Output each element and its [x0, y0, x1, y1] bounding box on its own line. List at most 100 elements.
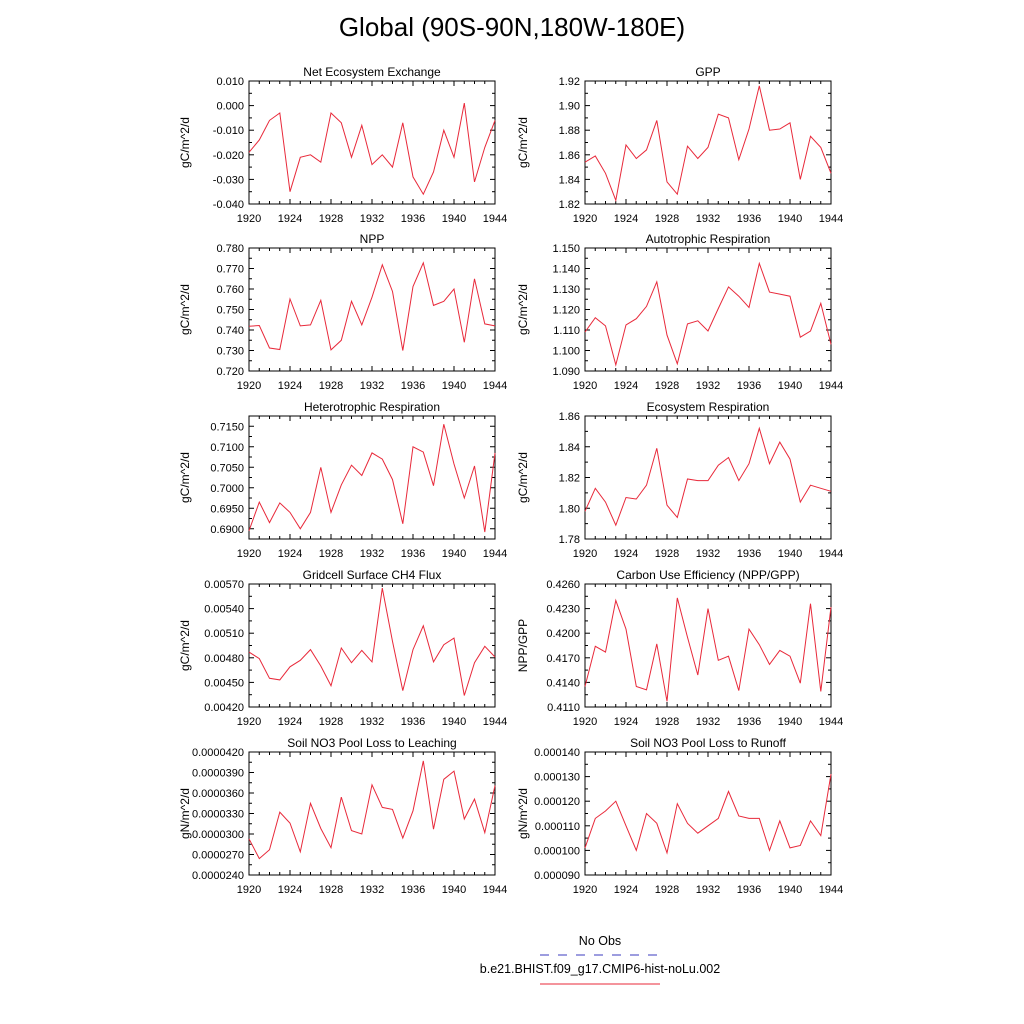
x-tick-label: 1932: [360, 380, 384, 392]
y-tick-label: 0.740: [216, 325, 244, 337]
x-tick-label: 1936: [401, 213, 425, 225]
x-tick-label: 1932: [696, 548, 720, 560]
x-tick-label: 1920: [573, 548, 597, 560]
y-axis-label: gC/m^2/d: [178, 284, 192, 335]
plot-frame: [584, 583, 832, 708]
x-tick-label: 1940: [442, 884, 466, 896]
x-tick-label: 1924: [278, 548, 302, 560]
y-tick-label: 1.82: [559, 199, 580, 211]
series-line-1: [584, 774, 832, 855]
x-tick-label: 1944: [819, 884, 843, 896]
y-tick-label: 0.00540: [204, 604, 244, 616]
y-tick-label: 0.000120: [534, 796, 580, 808]
x-tick-label: 1936: [401, 884, 425, 896]
y-tick-label: 1.78: [559, 534, 580, 546]
y-tick-label: 1.140: [552, 264, 580, 276]
y-tick-label: 1.90: [559, 101, 580, 113]
x-tick-label: 1920: [573, 716, 597, 728]
chart-panel-8: Carbon Use Efficiency (NPP/GPP) 1920 1924 1…: [516, 568, 843, 728]
y-tick-label: 0.730: [216, 346, 244, 358]
y-tick-label: 1.82: [559, 473, 580, 485]
y-tick-label: 0.4200: [546, 628, 580, 640]
y-tick-label: 1.84: [559, 174, 580, 186]
y-tick-label: 0.000100: [534, 845, 580, 857]
y-tick-label: 0.7000: [210, 483, 244, 495]
y-tick-label: 0.4230: [546, 604, 580, 616]
x-tick-label: 1920: [237, 380, 261, 392]
series-line-1: [248, 424, 496, 533]
x-tick-label: 1924: [614, 213, 638, 225]
x-tick-label: 1932: [360, 548, 384, 560]
y-tick-label: 1.130: [552, 284, 580, 296]
y-tick-label: 0.4140: [546, 677, 580, 689]
series-line-1: [584, 426, 832, 527]
x-tick-label: 1932: [360, 213, 384, 225]
y-tick-label: 0.000110: [535, 821, 580, 833]
x-tick-label: 1928: [655, 213, 679, 225]
plot-frame: [584, 751, 832, 876]
x-tick-label: 1940: [442, 380, 466, 392]
x-tick-label: 1920: [573, 884, 597, 896]
y-tick-label: 0.00570: [204, 579, 244, 591]
y-tick-label: 0.6950: [210, 503, 244, 515]
x-tick-label: 1920: [573, 213, 597, 225]
x-tick-label: 1936: [401, 716, 425, 728]
plot-frame: [248, 583, 496, 708]
y-tick-label: 0.6900: [210, 524, 244, 536]
x-tick-label: 1940: [442, 213, 466, 225]
y-tick-label: 0.4170: [546, 653, 580, 665]
y-tick-label: 1.84: [559, 442, 580, 454]
y-tick-label: 1.110: [553, 325, 580, 337]
x-tick-label: 1940: [778, 716, 802, 728]
x-tick-label: 1924: [278, 213, 302, 225]
y-tick-label: 1.100: [552, 346, 580, 358]
plot-frame: [248, 751, 496, 876]
x-tick-label: 1928: [319, 716, 343, 728]
y-tick-label: 0.7100: [210, 442, 244, 454]
x-tick-label: 1928: [319, 884, 343, 896]
y-tick-label: 1.88: [559, 125, 580, 137]
y-tick-label: 0.720: [216, 366, 244, 378]
x-tick-label: 1924: [614, 380, 638, 392]
series-line-1: [584, 85, 832, 203]
chart-title: Carbon Use Efficiency (NPP/GPP): [616, 568, 799, 582]
chart-panel-1: Net Ecosystem Exchange 1920 1924 1928 1932 19…: [178, 65, 507, 225]
x-tick-label: 1944: [819, 716, 843, 728]
y-tick-label: 0.000140: [534, 747, 580, 759]
series-line-1: [248, 103, 496, 196]
x-tick-label: 1936: [737, 548, 761, 560]
chart-title: Soil NO3 Pool Loss to Leaching: [287, 736, 456, 750]
y-tick-label: 1.120: [552, 305, 580, 317]
chart-title: GPP: [695, 65, 720, 79]
x-tick-label: 1944: [819, 213, 843, 225]
x-tick-label: 1940: [442, 716, 466, 728]
chart-panel-10: Soil NO3 Pool Loss to Runoff 1920 1924 1928…: [516, 736, 843, 896]
y-tick-label: 0.000130: [534, 772, 580, 784]
x-tick-label: 1944: [483, 380, 507, 392]
chart-title: NPP: [360, 232, 385, 246]
x-tick-label: 1932: [696, 716, 720, 728]
series-line-1: [584, 261, 832, 367]
chart-title: Gridcell Surface CH4 Flux: [303, 568, 442, 582]
y-tick-label: 0.000090: [534, 870, 580, 882]
chart-panel-4: Autotrophic Respiration 1920 1924 1928 1932 1…: [516, 232, 843, 392]
x-tick-label: 1940: [778, 213, 802, 225]
y-tick-label: 0.4110: [547, 702, 580, 714]
x-tick-label: 1928: [319, 380, 343, 392]
y-tick-label: 0.7050: [210, 462, 244, 474]
y-axis-label: gC/m^2/d: [178, 117, 192, 168]
x-tick-label: 1920: [237, 716, 261, 728]
y-tick-label: 0.750: [216, 305, 244, 317]
x-tick-label: 1920: [237, 548, 261, 560]
y-axis-label: gC/m^2/d: [516, 284, 530, 335]
x-tick-label: 1940: [442, 548, 466, 560]
x-tick-label: 1936: [737, 380, 761, 392]
chart-title: Heterotrophic Respiration: [304, 400, 440, 414]
x-tick-label: 1940: [778, 380, 802, 392]
y-tick-label: -0.020: [213, 150, 244, 162]
x-tick-label: 1920: [237, 884, 261, 896]
x-tick-label: 1936: [737, 716, 761, 728]
x-tick-label: 1944: [819, 548, 843, 560]
chart-panel-6: Ecosystem Respiration 1920 1924 1928 1932 193…: [516, 400, 843, 560]
chart-panel-2: GPP 1920 1924 1928 1932 1936 1940 1944 1.92 1.90 1…: [516, 65, 843, 225]
